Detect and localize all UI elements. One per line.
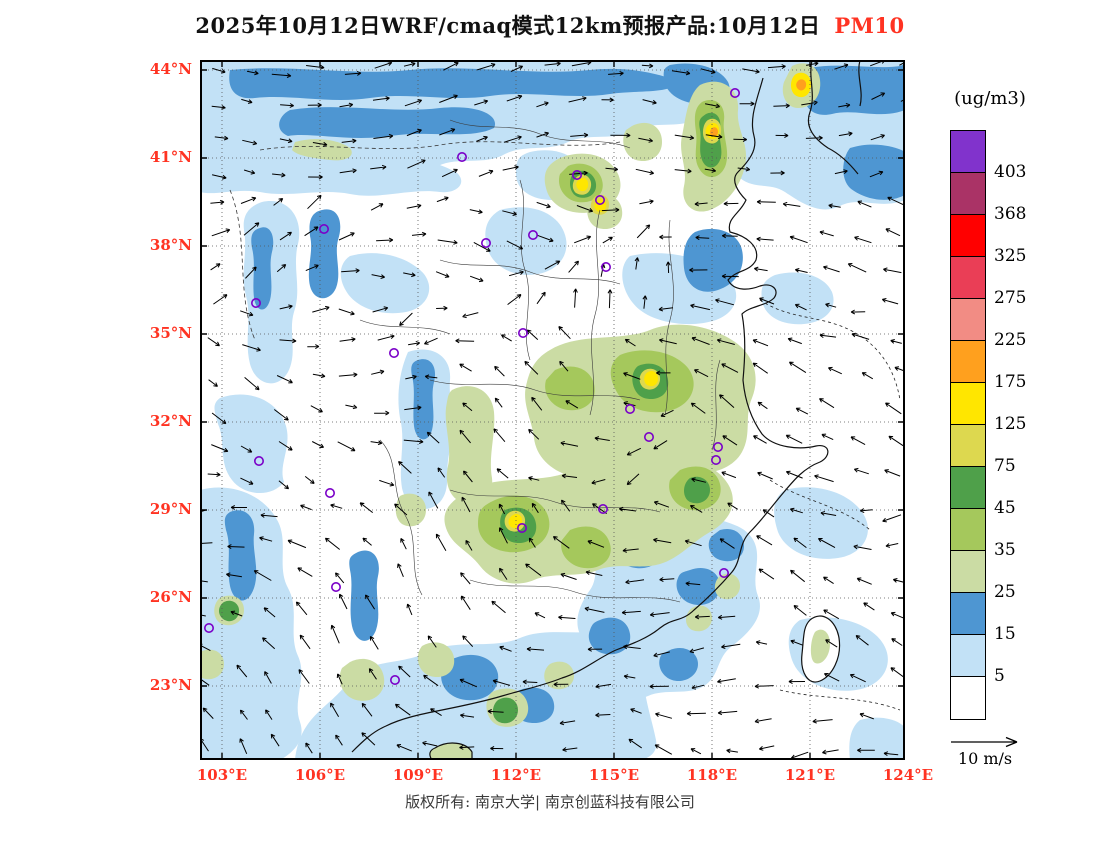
graticule-lines bbox=[200, 60, 905, 760]
station-marker bbox=[480, 238, 491, 249]
lat-tick-label: 44°N bbox=[149, 60, 192, 78]
colorbar-tick-label: 175 bbox=[994, 372, 1027, 392]
lon-tick-label: 118°E bbox=[686, 766, 738, 784]
station-marker bbox=[729, 87, 740, 98]
colorbar-segment bbox=[951, 173, 985, 215]
colorbar-tick-label: 225 bbox=[994, 330, 1027, 350]
colorbar-tick-label: 403 bbox=[994, 162, 1027, 182]
colorbar-tick-label: 75 bbox=[994, 456, 1016, 476]
copyright-text: 版权所有: 南京大学| 南京创蓝科技有限公司 bbox=[405, 793, 695, 811]
sea-boundary-layer bbox=[759, 299, 901, 711]
colorbar-segment bbox=[951, 593, 985, 635]
station-marker bbox=[643, 431, 654, 442]
station-marker bbox=[390, 674, 401, 685]
station-marker bbox=[571, 170, 582, 181]
colorbar-segment bbox=[951, 131, 985, 173]
station-marker bbox=[204, 622, 214, 633]
pm10-field-layer bbox=[200, 60, 905, 760]
colorbar-segment bbox=[951, 215, 985, 257]
colorbar-tick-label: 5 bbox=[994, 666, 1005, 686]
colorbar-tick-label: 25 bbox=[994, 582, 1016, 602]
pm10-forecast-map bbox=[200, 60, 905, 760]
chart-title-main: 2025年10月12日WRF/cmaq模式12km预报产品:10月12日 bbox=[195, 13, 821, 38]
wind-arrow-layer bbox=[200, 60, 905, 760]
colorbar-segment bbox=[951, 677, 985, 719]
lat-tick-label: 26°N bbox=[149, 588, 192, 606]
colorbar-segment bbox=[951, 467, 985, 509]
colorbar-tick-label: 125 bbox=[994, 414, 1027, 434]
station-marker bbox=[325, 487, 336, 498]
colorbar-segment bbox=[951, 341, 985, 383]
colorbar-tick-label: 35 bbox=[994, 540, 1016, 560]
lat-tick-label: 35°N bbox=[149, 324, 192, 342]
coastline-layer bbox=[351, 60, 862, 760]
station-marker bbox=[527, 230, 538, 241]
lon-tick-label: 124°E bbox=[882, 766, 934, 784]
station-marker bbox=[600, 262, 611, 273]
colorbar-segment bbox=[951, 425, 985, 467]
station-marker bbox=[319, 224, 330, 235]
colorbar bbox=[950, 130, 986, 720]
field-15-25 bbox=[224, 63, 905, 724]
colorbar-segment bbox=[951, 509, 985, 551]
station-marker bbox=[710, 454, 721, 465]
colorbar-segment bbox=[951, 257, 985, 299]
colorbar-segment bbox=[951, 299, 985, 341]
wind-reference-arrow-icon bbox=[951, 736, 1018, 748]
colorbar-tick-label: 275 bbox=[994, 288, 1027, 308]
chart-title: 2025年10月12日WRF/cmaq模式12km预报产品:10月12日 PM10 bbox=[0, 10, 1100, 40]
field-175-225 bbox=[709, 79, 807, 137]
station-marker bbox=[597, 503, 608, 514]
lat-tick-label: 38°N bbox=[149, 236, 192, 254]
lat-tick-label: 41°N bbox=[149, 148, 192, 166]
axis-ticks bbox=[200, 60, 905, 760]
tick-layer bbox=[200, 60, 905, 760]
station-marker bbox=[253, 455, 264, 466]
station-marker bbox=[712, 441, 723, 452]
lat-tick-label: 29°N bbox=[149, 500, 192, 518]
lon-tick-label: 112°E bbox=[490, 766, 542, 784]
colorbar-tick-label: 368 bbox=[994, 204, 1027, 224]
lat-tick-label: 23°N bbox=[149, 676, 192, 694]
map-border bbox=[200, 60, 905, 760]
wind-legend: 10 m/s bbox=[935, 734, 1035, 768]
colorbar-tick-label: 15 bbox=[994, 624, 1016, 644]
colorbar-segment bbox=[951, 635, 985, 677]
station-marker bbox=[250, 298, 261, 309]
colorbar-segment bbox=[951, 551, 985, 593]
station-marker bbox=[594, 195, 605, 206]
lat-tick-label: 32°N bbox=[149, 412, 192, 430]
station-marker bbox=[517, 327, 528, 338]
colorbar-tick-label: 325 bbox=[994, 246, 1027, 266]
map-area bbox=[200, 60, 905, 760]
colorbar-segment bbox=[951, 383, 985, 425]
lon-tick-label: 109°E bbox=[392, 766, 444, 784]
station-marker bbox=[718, 567, 729, 578]
lon-tick-label: 106°E bbox=[294, 766, 346, 784]
lon-tick-label: 103°E bbox=[196, 766, 248, 784]
grid-layer bbox=[200, 60, 905, 760]
lon-tick-label: 115°E bbox=[588, 766, 640, 784]
wind-vectors bbox=[200, 60, 905, 760]
colorbar-unit: (ug/m3) bbox=[954, 88, 1026, 109]
station-marker-layer bbox=[204, 87, 740, 685]
station-marker bbox=[389, 347, 400, 358]
station-marker bbox=[331, 581, 342, 592]
chart-title-pollutant: PM10 bbox=[834, 13, 905, 38]
station-marker bbox=[624, 403, 635, 414]
colorbar-tick-label: 45 bbox=[994, 498, 1016, 518]
station-marker bbox=[456, 152, 467, 163]
lon-tick-label: 121°E bbox=[784, 766, 836, 784]
wind-legend-label: 10 m/s bbox=[957, 749, 1013, 768]
station-marker bbox=[516, 522, 527, 533]
